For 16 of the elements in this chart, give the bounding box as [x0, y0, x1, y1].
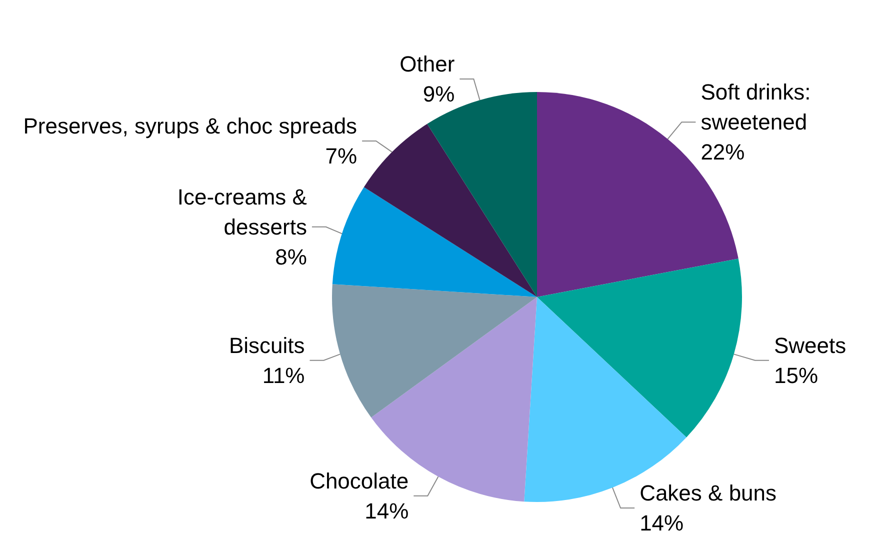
slice-label: Preserves, syrups & choc spreads [23, 114, 358, 139]
data-label: 11% [262, 362, 305, 388]
data-label: 14% [364, 498, 409, 524]
data-label: 8% [275, 244, 307, 270]
slice-label: Biscuits [228, 332, 305, 358]
slice-label: Sweets [774, 332, 846, 358]
slice-label: Ice-creams & desserts [177, 184, 308, 240]
data-label: 7% [325, 144, 358, 169]
slice-label: Cakes & buns [640, 480, 777, 506]
slice-label: Chocolate [310, 468, 409, 494]
data-label: 9% [422, 82, 455, 107]
slice-label: Other [400, 52, 455, 77]
data-label: 14% [640, 510, 684, 536]
slice-label: Soft drinks: sweetened [700, 80, 811, 135]
data-label: 15% [774, 362, 818, 388]
data-label: 22% [700, 140, 745, 165]
